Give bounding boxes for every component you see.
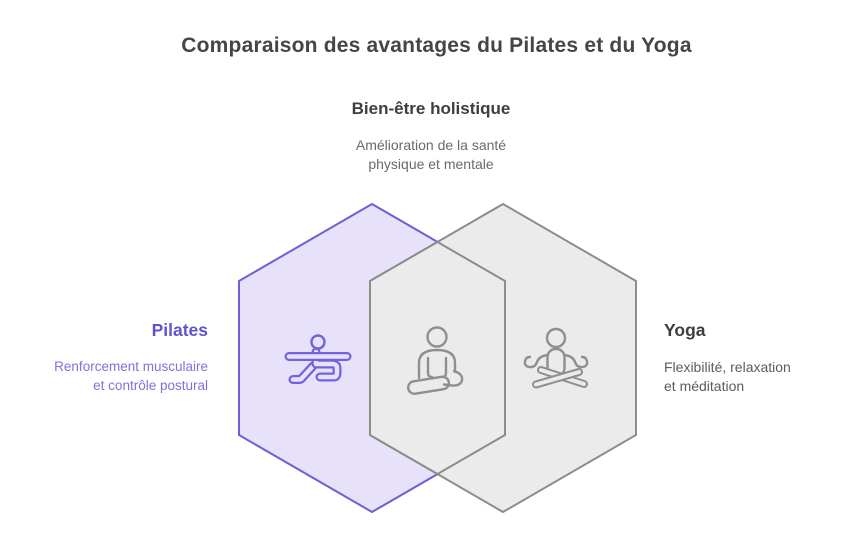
lotus-pose-icon (523, 327, 589, 389)
center-heading: Bien-être holistique (351, 99, 511, 118)
yoga-label-group: Yoga Flexibilité, relaxation et méditati… (664, 320, 791, 396)
pilates-heading: Pilates (151, 320, 208, 340)
yoga-description-line: et méditation (664, 378, 745, 394)
pilates-label-group: Pilates Renforcement musculaire et contr… (54, 320, 208, 395)
center-description-line: physique et mentale (368, 156, 494, 172)
pilates-description-line: et contrôle postural (93, 377, 208, 393)
overlap-hexagon (369, 241, 506, 475)
pilates-pose-icon (284, 334, 352, 384)
meditation-icon (407, 326, 464, 395)
yoga-description-line: Flexibilité, relaxation (664, 359, 791, 375)
pilates-description-line: Renforcement musculaire (54, 359, 208, 374)
yoga-heading: Yoga (664, 320, 706, 340)
center-description-line: Amélioration de la santé (355, 137, 507, 153)
diagram-title: Comparaison des avantages du Pilates et … (181, 34, 692, 57)
center-label-group: Bien-être holistique Amélioration de la … (352, 99, 511, 174)
